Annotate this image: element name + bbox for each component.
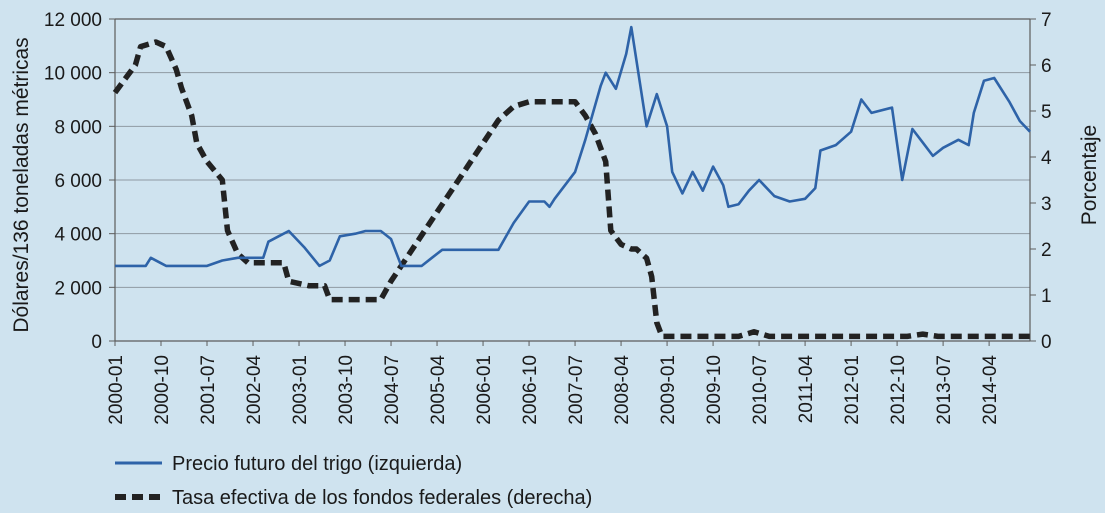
y-left-tick-label: 0: [91, 332, 102, 353]
y-axis-right-label: Porcentaje: [1078, 125, 1101, 225]
x-tick-label: 2003-01: [290, 355, 311, 425]
x-tick-label: 2006-10: [520, 355, 541, 425]
x-tick-label: 2013-07: [934, 355, 955, 425]
y-left-tick-label: 2 000: [54, 278, 102, 299]
x-tick-label: 2006-01: [474, 355, 495, 425]
y-right-tick-label: 4: [1041, 148, 1052, 169]
legend: Precio futuro del trigo (izquierda) Tasa…: [115, 453, 592, 509]
y-left-tick-label: 8 000: [54, 117, 102, 138]
y-right-tick-label: 2: [1041, 240, 1052, 261]
x-tick-label: 2000-01: [106, 355, 127, 425]
x-tick-label: 2011-04: [796, 355, 817, 424]
legend-item-fed-rate: Tasa efectiva de los fondos federales (d…: [115, 487, 592, 509]
x-tick-label: 2008-04: [612, 355, 633, 425]
legend-label-fed-rate: Tasa efectiva de los fondos federales (d…: [172, 487, 592, 509]
legend-label-wheat: Precio futuro del trigo (izquierda): [172, 453, 462, 475]
y-left-tick-label: 4 000: [54, 225, 102, 246]
y-right-tick-label: 3: [1041, 194, 1052, 215]
x-tick-label: 2010-07: [750, 355, 771, 425]
x-tick-label: 2012-01: [842, 355, 863, 425]
series-line-fed-funds-rate: [112, 39, 1030, 340]
series-layer: [112, 25, 1031, 340]
x-tick-label: 2004-07: [382, 355, 403, 425]
x-tick-label: 2003-10: [336, 355, 357, 425]
x-tick-label: 2000-10: [152, 355, 173, 425]
x-tick-label: 2001-07: [198, 355, 219, 425]
legend-item-wheat: Precio futuro del trigo (izquierda): [115, 453, 462, 475]
series-line-wheat-price: [115, 25, 1031, 268]
y-right-tick-label: 6: [1041, 56, 1052, 77]
y-right-tick-label: 7: [1041, 10, 1052, 31]
x-axis-ticks: 2000-01 2000-10 2001-07 2002-04 2003-01 2003-…: [106, 341, 1001, 425]
y-left-tick-label: 6 000: [54, 171, 102, 192]
x-tick-label: 2009-10: [704, 355, 725, 425]
x-tick-label: 2014-04: [980, 355, 1001, 425]
y-left-tick-label: 10 000: [44, 64, 102, 85]
y-right-tick-label: 5: [1041, 102, 1052, 123]
left-axis-ticks: 0 2 000 4 000 6 000 8 000 10 000 12 000: [44, 10, 115, 353]
x-tick-label: 2012-10: [888, 355, 909, 425]
x-tick-label: 2002-04: [244, 355, 265, 425]
y-left-tick-label: 12 000: [44, 10, 102, 31]
x-tick-label: 2009-01: [658, 355, 679, 425]
right-axis-ticks: 0 1 2 3 4 5 6 7: [1030, 10, 1052, 353]
y-right-tick-label: 0: [1041, 332, 1052, 353]
y-axis-left-label: Dólares/136 toneladas métricas: [10, 37, 33, 332]
y-right-tick-label: 1: [1041, 286, 1052, 307]
x-tick-label: 2005-04: [428, 355, 449, 425]
gridlines: [115, 72, 1030, 288]
x-tick-label: 2007-07: [566, 355, 587, 425]
